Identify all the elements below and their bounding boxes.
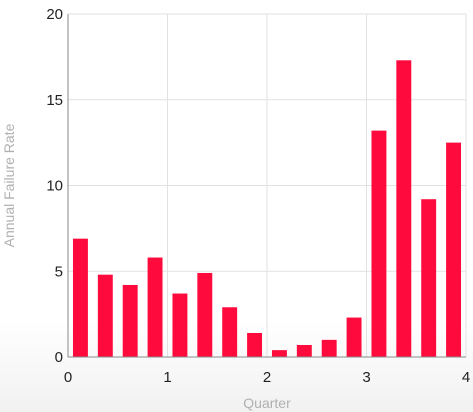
bar: [97, 274, 113, 357]
y-tick-label: 20: [46, 6, 63, 23]
bar: [371, 130, 387, 357]
bar: [222, 307, 238, 357]
y-tick-label: 10: [46, 178, 63, 195]
bar: [446, 142, 462, 357]
bar: [247, 332, 263, 357]
x-tick-label: 4: [462, 369, 470, 386]
grid-lines: [68, 13, 467, 357]
x-tick-label: 3: [362, 369, 370, 386]
bar: [147, 257, 163, 357]
bar: [122, 284, 138, 357]
axes: [67, 14, 466, 358]
x-tick-label: 0: [64, 369, 72, 386]
bar: [296, 344, 312, 357]
x-tick-label: 1: [163, 369, 171, 386]
x-axis-title: Quarter: [243, 395, 291, 411]
bar: [346, 317, 362, 357]
bar: [321, 339, 337, 357]
x-tick-label: 2: [263, 369, 271, 386]
bar: [421, 199, 437, 357]
y-tick-label: 15: [46, 92, 63, 109]
y-tick-label: 5: [55, 263, 63, 280]
bar: [72, 238, 88, 357]
bar: [396, 60, 412, 358]
y-tick-label: 0: [55, 349, 63, 366]
bar-series: [72, 60, 462, 358]
bar: [197, 272, 213, 357]
y-axis-title: Annual Failure Rate: [1, 123, 17, 247]
bar: [172, 293, 188, 357]
tick-labels: 0 5 10 15 20 0 1 2 3 4: [46, 6, 470, 386]
bar: [271, 350, 287, 357]
